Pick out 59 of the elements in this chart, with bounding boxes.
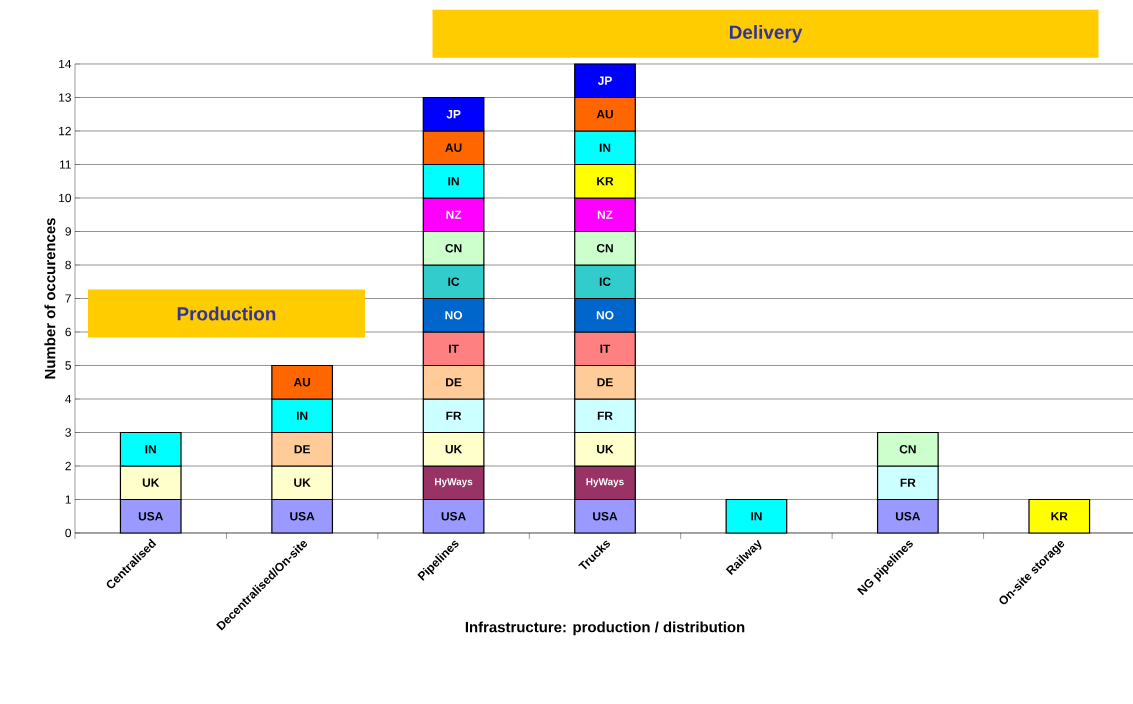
text: USA — [895, 512, 921, 521]
y-tick-label: 4 — [65, 394, 72, 404]
series-label: DE — [294, 445, 310, 454]
y-tick-label: 12 — [59, 126, 71, 136]
text: UK — [445, 445, 463, 454]
text: DE — [446, 378, 462, 387]
series-label: NZ — [446, 210, 462, 219]
text: IN — [296, 411, 308, 420]
y-tick-label: 7 — [65, 294, 71, 303]
y-tick-label: 8 — [65, 260, 71, 270]
series-label: CN — [445, 244, 462, 253]
text: USA — [441, 512, 466, 521]
text: AU — [596, 110, 613, 119]
series-label: JP — [446, 110, 461, 119]
y-axis-title: Number of occurences — [44, 218, 56, 379]
text: AU — [445, 143, 462, 152]
y-tick-label: 14 — [59, 59, 72, 69]
text: IT — [600, 344, 611, 353]
text: NO — [596, 311, 614, 320]
annotation: Production — [177, 306, 276, 321]
text: IN — [599, 143, 611, 152]
y-tick-label: 0 — [65, 528, 72, 538]
text: CN — [596, 244, 613, 253]
series-label: FR — [446, 411, 462, 420]
series-label: IT — [449, 344, 459, 353]
text: HyWays — [586, 478, 624, 488]
series-label: HyWays — [435, 478, 473, 488]
text: KR — [1051, 512, 1068, 521]
y-tick-label: 10 — [59, 193, 72, 203]
series-label: UK — [142, 478, 160, 487]
series-label: IC — [448, 277, 460, 286]
text: UK — [597, 445, 614, 454]
text: FR — [597, 411, 613, 420]
text: UK — [294, 478, 311, 487]
text: FR — [900, 478, 916, 487]
y-tick-label: 9 — [65, 227, 71, 236]
y-tick-label: 5 — [65, 361, 71, 370]
series-label: USA — [138, 512, 164, 521]
y-tick-label: 6 — [65, 327, 71, 337]
series-label: NO — [445, 311, 463, 320]
text: CN — [899, 445, 916, 454]
text: IN — [751, 512, 762, 521]
y-tick-label: 1 — [65, 495, 71, 504]
text: NZ — [597, 210, 613, 219]
series-label: IN — [145, 445, 156, 454]
y-tick-label: 11 — [59, 160, 71, 169]
series-label: AU — [293, 378, 311, 387]
text: USA — [593, 512, 618, 521]
text: USA — [290, 512, 315, 521]
text: IN — [448, 177, 459, 186]
text: DE — [597, 378, 613, 387]
text: IC — [599, 277, 611, 286]
text: JP — [597, 76, 612, 85]
y-tick-label: 13 — [59, 93, 71, 102]
y-tick-label: 2 — [65, 461, 71, 471]
y-tick-label: 3 — [65, 428, 71, 437]
series-label: KR — [597, 177, 614, 186]
x-axis-title: Infrastructure: production / distribution — [465, 621, 745, 636]
text: Delivery — [729, 25, 803, 43]
